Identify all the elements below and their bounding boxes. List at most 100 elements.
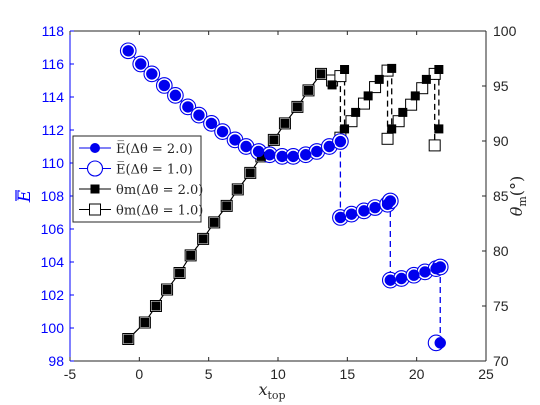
y-right-axis-label: θm(°) (507, 176, 529, 217)
series-2-point (434, 65, 444, 74)
series-2-point (398, 107, 408, 117)
y-left-axis-label: E (15, 189, 35, 203)
series-0-point (384, 274, 397, 286)
series-0-point (434, 337, 446, 349)
x-tick-label: 25 (478, 366, 494, 382)
series-0-point (146, 68, 158, 80)
series-0-point (434, 261, 446, 273)
series-2-point (209, 217, 219, 227)
y-right-tick-label: 80 (493, 243, 509, 259)
series-2-point (222, 201, 232, 211)
series-0-point (334, 211, 347, 224)
series-0-point (229, 134, 241, 146)
series-0-point (358, 205, 370, 217)
series-0-point (252, 145, 265, 158)
series-0-point (122, 45, 134, 57)
series-0-point (369, 201, 381, 214)
y-left-tick-label: 98 (48, 353, 64, 369)
series-0-point (345, 208, 358, 220)
x-tick-label: 10 (270, 366, 286, 382)
series-0-point (193, 109, 205, 121)
axes-layer: -5 0 5 10 15 20 25 98 100 102 104 106 108 110 112 114 11… (15, 23, 529, 402)
y-left-tick-label: 108 (41, 188, 65, 204)
y-left-tick-label: 106 (41, 221, 65, 237)
y-left-tick-label: 114 (42, 89, 65, 105)
y-left-tick-label: 116 (42, 56, 65, 72)
legend-marker (90, 184, 100, 194)
series-2-point (434, 124, 444, 134)
y-left-label-group: E (15, 189, 35, 203)
y-left-tick-label: 112 (42, 122, 65, 138)
x-axis-label: xtop (258, 380, 285, 402)
legend-marker (86, 160, 104, 177)
y-left-tick-label: 104 (41, 254, 65, 270)
series-2-point (151, 301, 161, 311)
y-right-label-sub: m (516, 196, 529, 207)
series-2-point (340, 124, 350, 134)
series-3-point (428, 139, 441, 152)
series-0-point (263, 149, 276, 161)
series-2-point (140, 318, 150, 327)
y-left-tick-label: 118 (42, 23, 65, 39)
series-0-point (205, 117, 218, 130)
series-0-point (300, 149, 312, 161)
series-3-point (381, 132, 394, 145)
y-right-label-main: θ (507, 206, 526, 216)
legend-entry: E̅(Δθ = 1.0) (116, 161, 193, 177)
series-0-point (311, 145, 323, 158)
series-0-point (169, 89, 182, 102)
legend-entry: θm(Δθ = 1.0) (116, 204, 203, 219)
series-0-point (182, 101, 194, 113)
series-0-point (323, 140, 336, 153)
series-0-point (240, 140, 252, 153)
series-2-point (233, 184, 243, 194)
legend: E̅(Δθ = 2.0) E̅(Δθ = 1.0) θm(Δθ = 2.0) θm(Δ… (72, 135, 203, 223)
series-2-point (292, 102, 302, 112)
legend-entry: E̅(Δθ = 2.0) (116, 141, 193, 157)
series-2-point (304, 85, 314, 95)
series-2-point (374, 74, 384, 84)
x-tick-label: -5 (64, 366, 77, 382)
series-2-point (421, 74, 431, 84)
y-right-label-group: θm(°) (507, 176, 529, 217)
x-tick-label: 0 (135, 366, 143, 382)
series-0-point (334, 135, 347, 148)
y-right-tick-label: 75 (493, 298, 509, 314)
series-2-point (387, 124, 397, 134)
y-left-tick-label: 100 (41, 320, 65, 336)
series-0-point (419, 266, 431, 278)
series-0-point (287, 150, 299, 163)
series-0-point (384, 195, 397, 207)
x-tick-label: 5 (205, 366, 213, 382)
y-right-tick-label: 85 (493, 188, 509, 204)
series-2-point (351, 107, 361, 117)
series-2-point (269, 135, 279, 145)
series-0-point (408, 269, 420, 281)
y-left-tick-label: 110 (42, 155, 65, 171)
y-right-tick-label: 90 (493, 133, 509, 149)
series-2-point (280, 118, 290, 128)
series-2-point (198, 234, 208, 244)
x-axis-label-main: x (258, 380, 267, 399)
series-2-point (340, 65, 350, 74)
x-axis-label-sub: top (267, 389, 285, 402)
series-0-point (216, 125, 229, 138)
series-2-point (387, 63, 397, 73)
y-right-tick-label: 95 (493, 78, 509, 94)
series-0-point (395, 272, 408, 285)
series-2-point (162, 285, 172, 294)
series-2-point (327, 80, 337, 90)
series-2-point (123, 334, 133, 344)
series-0-point (276, 150, 288, 163)
series-2-point (245, 168, 255, 178)
x-tick-label: 20 (409, 366, 425, 382)
series-0-point (135, 58, 147, 70)
series-2-point (175, 268, 185, 278)
y-left-tick-label: 102 (41, 287, 65, 303)
series-2-point (316, 69, 326, 79)
x-tick-label: 15 (340, 366, 356, 382)
y-right-tick-label: 70 (493, 353, 509, 369)
series-2-point (363, 91, 373, 101)
y-right-label-suffix: (°) (507, 176, 526, 196)
